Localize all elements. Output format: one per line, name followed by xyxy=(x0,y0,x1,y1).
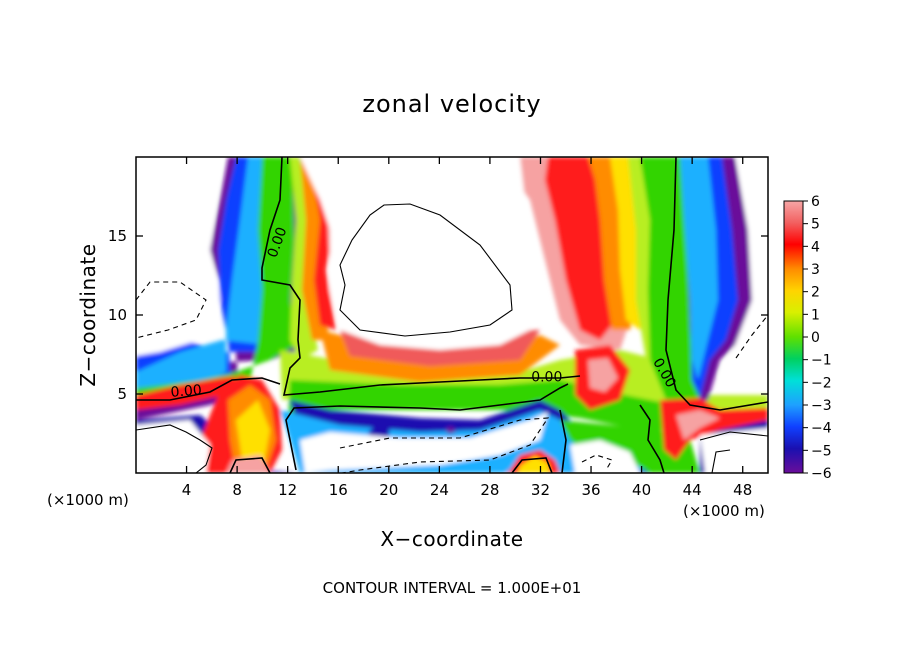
field-lower-mid-yellow xyxy=(518,456,550,473)
field-lower-left-yellow xyxy=(236,400,270,473)
field-white-bottom-left xyxy=(136,420,210,473)
contour-zero-bottom-mid xyxy=(511,457,553,473)
contour-zero-left xyxy=(136,377,281,401)
contour-negative-right xyxy=(735,314,768,359)
contour-negative-left xyxy=(136,281,207,339)
field-white-right xyxy=(720,157,768,380)
x-tick-label: 40 xyxy=(632,481,651,499)
contour-positive-lower-left xyxy=(136,424,213,473)
field-lower-right-pink xyxy=(676,410,720,440)
y-axis-title: Z−coordinate xyxy=(76,243,100,386)
colorbar-tick-label: 2 xyxy=(811,285,820,301)
colorbar-tick-label: −6 xyxy=(811,466,832,482)
contour-lines xyxy=(136,157,768,473)
contour-negative-lower xyxy=(339,417,550,473)
x-tick-label: 36 xyxy=(581,481,600,499)
contour-interval-note: CONTOUR INTERVAL = 1.000E+01 xyxy=(323,579,582,597)
x-tick-label: 48 xyxy=(733,481,752,499)
contour-label: 0.00 xyxy=(170,382,202,401)
contour-zero-right xyxy=(665,157,768,411)
contour-positive-center xyxy=(339,203,513,337)
field-left-green xyxy=(136,157,296,400)
contour-zero-bottom-left xyxy=(229,457,271,473)
field-white-bottom-pocket xyxy=(570,440,640,473)
x-tick-label: 16 xyxy=(329,481,348,499)
colorbar-tick-label: 3 xyxy=(811,262,820,278)
colorbar-tick-label: −4 xyxy=(811,421,832,437)
contour-zero-lower xyxy=(285,383,569,471)
colorbar: 6 5 4 3 2 1 0 −1 −2 −3 −4 −5 −6 xyxy=(783,194,832,482)
x-axis-title: X−coordinate xyxy=(380,527,523,551)
y-axis: 5 10 15 xyxy=(108,227,768,403)
plot-area: 0.000.000.00 0.00 xyxy=(136,157,768,473)
x-tick-label: 44 xyxy=(683,481,702,499)
x-unit-label-left: (×1000 m) xyxy=(47,491,129,509)
colorbar-tick-label: 0 xyxy=(811,330,820,346)
y-tick-label: 10 xyxy=(108,306,127,324)
colorbar-tick-label: −1 xyxy=(811,353,832,369)
velocity-field xyxy=(136,157,768,473)
colorbar-tick-label: −3 xyxy=(811,398,832,414)
field-right-cyan xyxy=(680,157,718,380)
x-axis: 4 8 12 16 20 24 28 32 36 40 44 48 xyxy=(182,157,752,499)
colorbar-gradient xyxy=(783,200,804,474)
colorbar-ticks: 6 5 4 3 2 1 0 −1 −2 −3 −4 −5 −6 xyxy=(803,194,832,482)
field-pink-pocket xyxy=(588,358,618,392)
x-tick-label: 8 xyxy=(232,481,242,499)
y-tick-label: 15 xyxy=(108,227,127,245)
x-tick-label: 24 xyxy=(430,481,449,499)
contour-zero-mid xyxy=(559,409,567,473)
colorbar-tick-label: −2 xyxy=(811,375,832,391)
x-tick-label: 12 xyxy=(278,481,297,499)
field-tiny-blob xyxy=(446,426,456,434)
contour-zero-right-lower xyxy=(639,404,665,473)
y-tick-label: 5 xyxy=(117,385,127,403)
contour-zero-upper xyxy=(261,157,581,396)
x-tick-label: 32 xyxy=(531,481,550,499)
field-left-red-strip xyxy=(136,376,236,410)
field-white-bottom-mid xyxy=(300,412,548,473)
field-white-center xyxy=(300,157,540,350)
colorbar-tick-label: −5 xyxy=(811,443,832,459)
contour-positive-lower-right xyxy=(699,431,768,441)
contour-negative-pocket xyxy=(581,454,613,471)
field-white-bottom-right xyxy=(700,428,768,473)
contour-label: 0.00 xyxy=(531,369,562,385)
colorbar-tick-label: 4 xyxy=(811,239,820,255)
x-tick-label: 4 xyxy=(182,481,192,499)
colorbar-tick-label: 1 xyxy=(811,307,820,323)
x-unit-label-right: (×1000 m) xyxy=(683,502,765,520)
colorbar-tick-label: 6 xyxy=(811,194,820,210)
colorbar-tick-label: 5 xyxy=(811,217,820,233)
field-white-left xyxy=(136,157,220,356)
x-tick-label: 20 xyxy=(379,481,398,499)
chart-title: zonal velocity xyxy=(362,90,541,118)
x-tick-label: 28 xyxy=(480,481,499,499)
field-left-cyan xyxy=(136,157,288,398)
contour-positive-lower-right-2 xyxy=(711,449,731,473)
